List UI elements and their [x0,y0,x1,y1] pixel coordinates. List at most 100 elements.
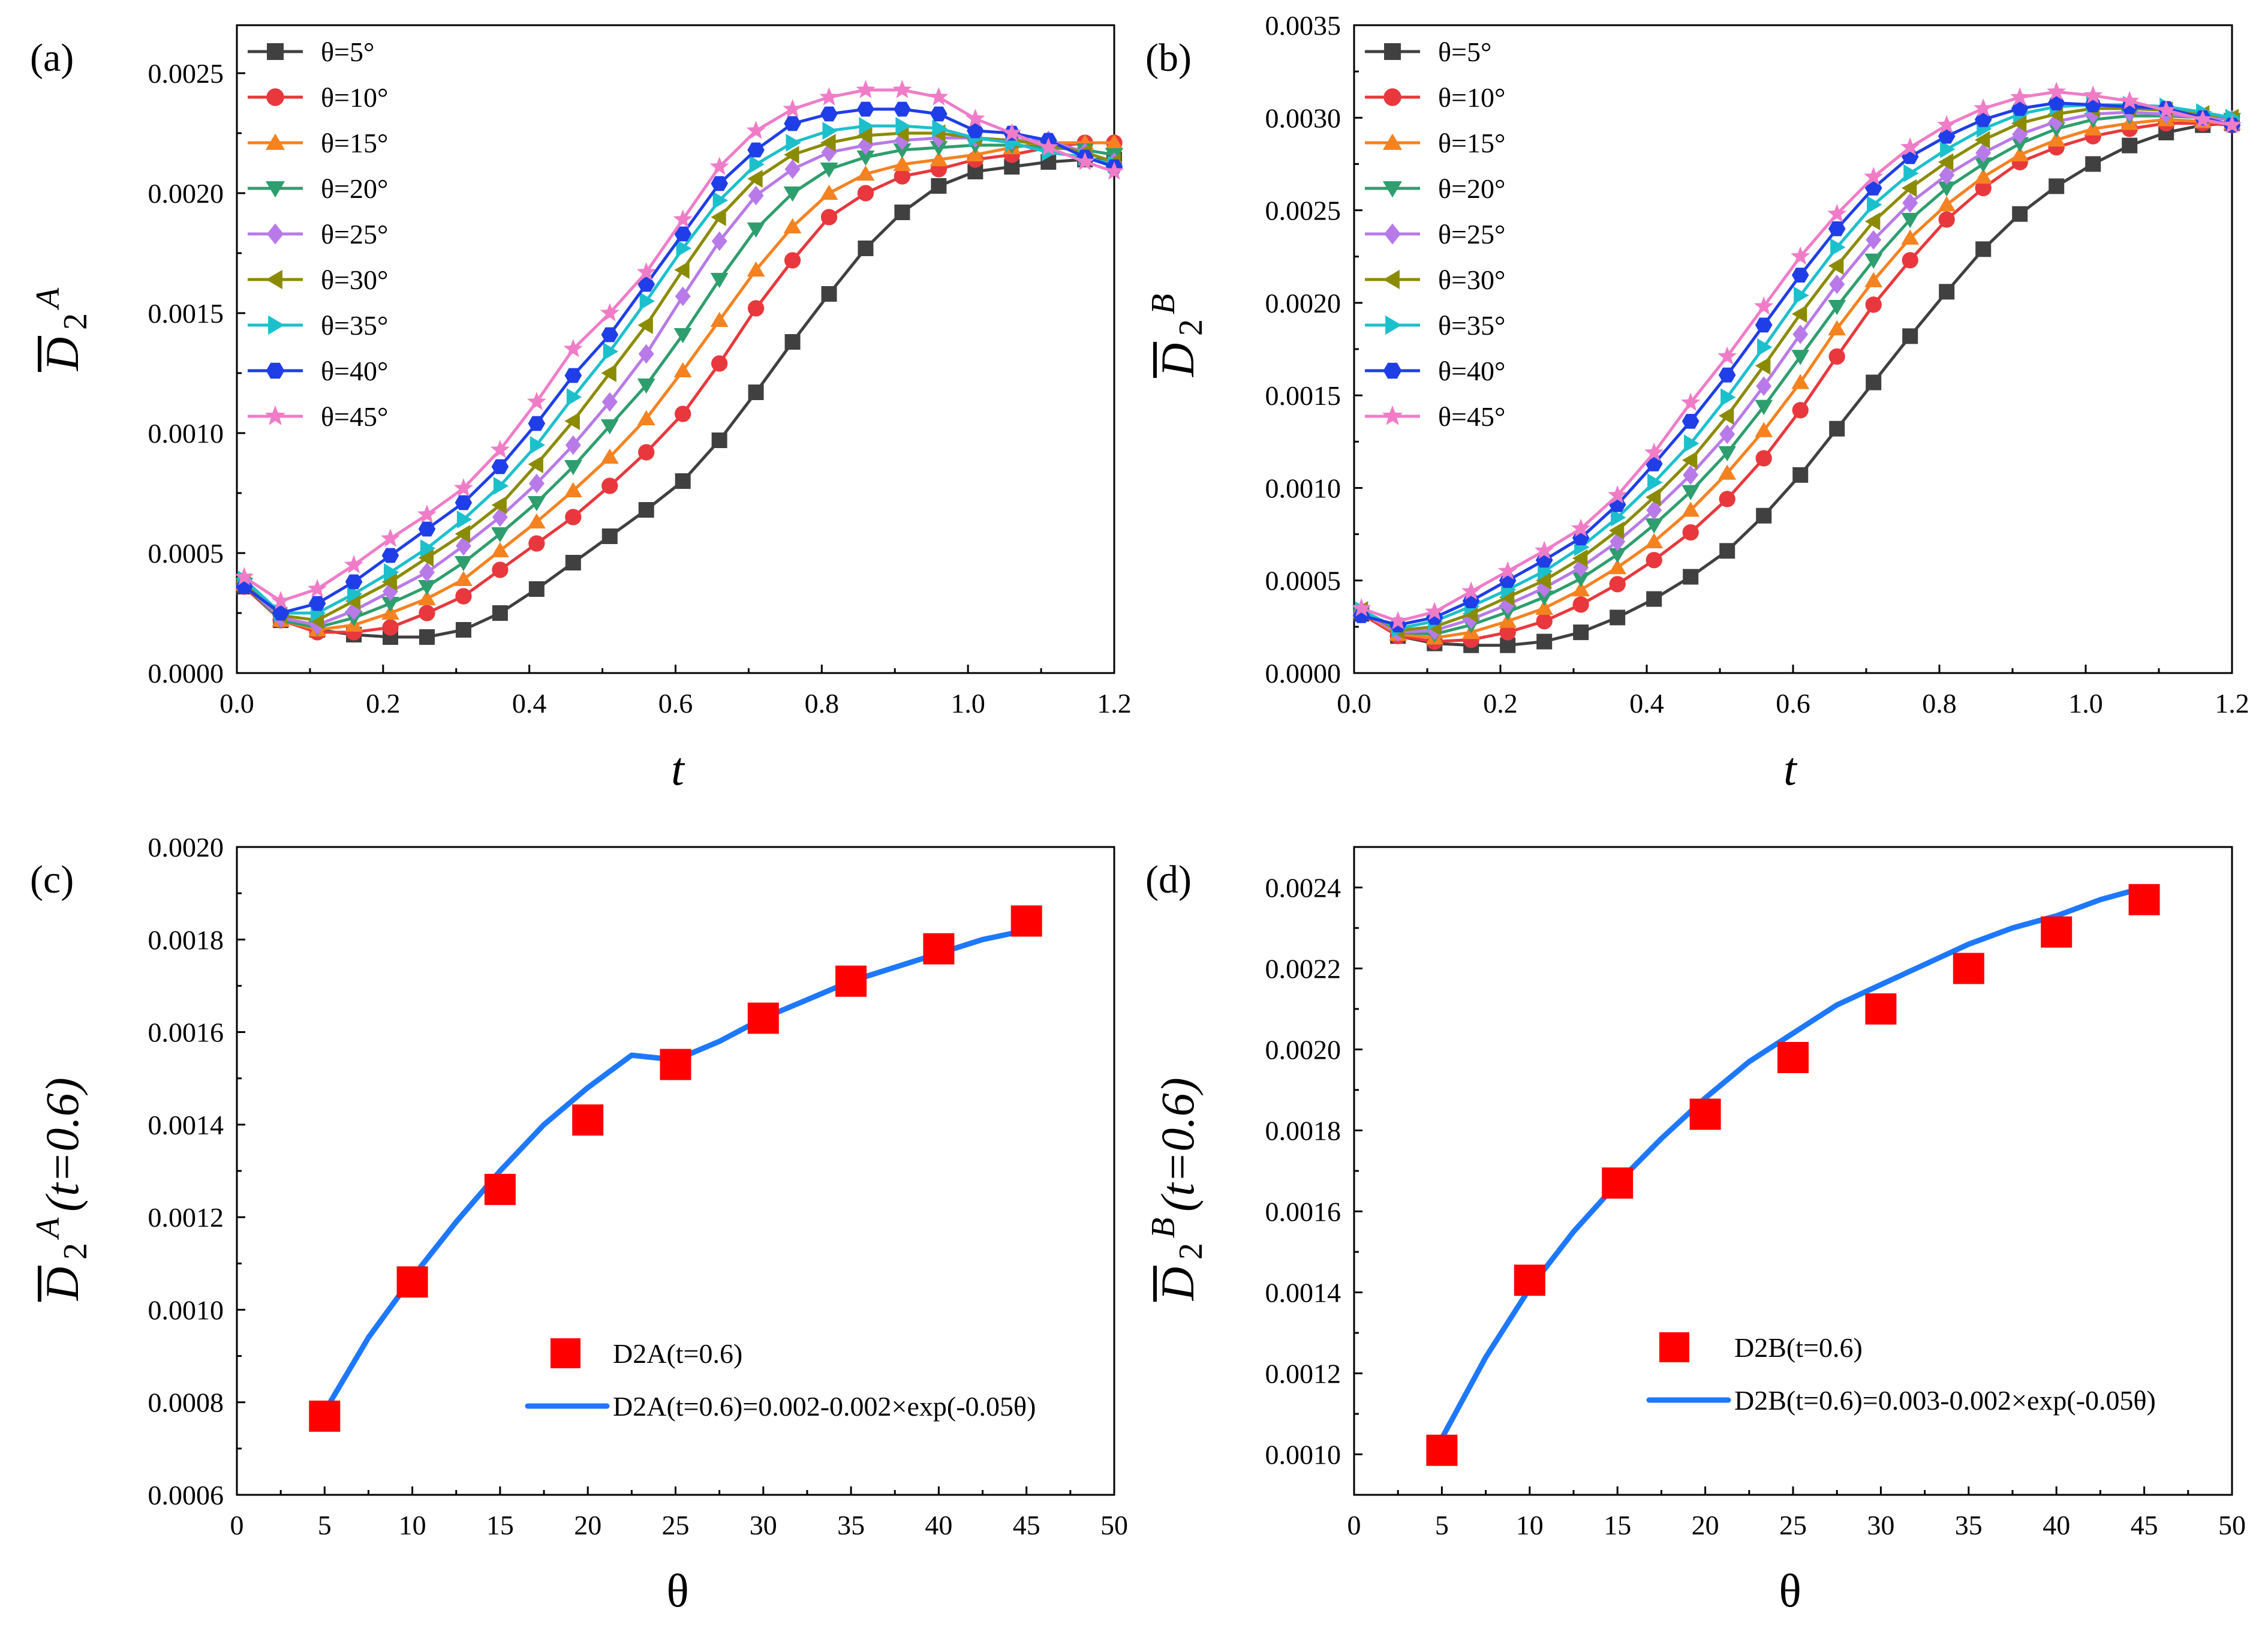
panel-d-ytick-label: 0.0014 [1265,1278,1341,1308]
panel-a-data-point [930,106,947,122]
plots-layer: 0.0 0.2 0.4 0.6 0.8 1.0 1.20.00000.00050.00100… [148,10,2249,1540]
panel-a-data-point [417,504,437,523]
panel-a-data-point [564,368,582,383]
panel-a-data-point [710,311,729,327]
panel-a-data-point [384,563,399,581]
panel-b-ylabel-sup: B [1145,294,1182,314]
panel-b-data-point [1938,153,1954,172]
panel-a-data-point [673,328,692,344]
panel-a-data-point [347,585,363,603]
panel-a-data-point [856,80,876,98]
panel-d-point-series [1426,884,2160,1466]
panel-a-xtick-label: 1.0 [950,688,985,719]
panel-b-data-point [1647,473,1663,492]
panel-a-data-point [492,561,509,578]
panel-a-data-point [966,146,985,162]
panel-c-legend-fit-label: D2A(t=0.6)=0.002-0.002×exp(-0.05θ) [613,1391,1036,1422]
panel-a-data-point [600,303,619,322]
panel-a-data-point [930,151,948,167]
panel-b-data-point [2085,156,2101,172]
panel-c-data-point [309,1400,341,1432]
panel-c-legend-points-label: D2A(t=0.6) [613,1338,742,1369]
panel-b-data-point [1352,598,1371,617]
panel-b-data-point [1901,229,1920,245]
panel-b-data-point [1571,518,1591,537]
panel-b-data-point [1864,253,1883,269]
panel-b-data-point [1608,521,1625,540]
panel-c-xtick-label: 0 [230,1510,244,1540]
panel-a-ytick-label: 0.0015 [148,298,224,329]
panel-b-data-point [1974,168,1993,184]
panel-a-legend-marker [266,362,285,379]
panel-b-data-point [1975,143,1992,163]
panel-b-data-point [1865,296,1882,313]
panel-c-xlabel: θ [666,1564,688,1617]
panel-a-data-point [931,178,947,194]
panel-d-ytick-label: 0.0016 [1265,1197,1341,1227]
panel-b-data-point [2011,101,2029,116]
panel-a-data-point [527,513,546,528]
panel-b-xtick-label: 0.8 [1922,688,1957,719]
panel-a-data-point [272,605,290,621]
panel-a-data-point [528,416,546,431]
panel-a-data-point [965,109,985,127]
panel-b-ytick-label: 0.0000 [1265,658,1341,689]
panel-b-data-point [1828,320,1846,336]
panel-a-label: (a) [30,36,74,80]
panel-a-data-point [1002,123,1022,142]
panel-c-plot: 0 5 10 15 20 25 30 35 40 45 50 0.0006 0.0008 0.0010 0.… [148,832,1129,1540]
panel-a-data-point [563,339,583,358]
panel-b-xtick-label: 1.0 [2068,688,2103,719]
panel-b-data-point [1720,388,1736,407]
panel-a-legend-marker [266,269,282,290]
panel-c-data-point [572,1104,604,1136]
panel-a-data-point [419,562,435,582]
panel-a-data-point [711,208,726,226]
panel-a-data-point [455,525,470,543]
panel-b-ytick-label: 0.0030 [1265,103,1341,133]
panel-a-legend-marker [265,181,285,198]
panel-a-data-point [784,146,799,164]
panel-b-ytick-label: 0.0020 [1265,288,1341,319]
panel-a-legend: θ=5° θ=10° θ=15° θ=20° θ=25° θ=30° θ=35° θ=40° θ… [248,37,388,432]
panel-a-data-point [711,355,728,372]
panel-a-data-point [1105,134,1123,150]
panel-a-xtick-label: 0.8 [805,688,840,719]
panel-c-ytick-label: 0.0018 [148,924,224,955]
panel-a-data-point [600,448,619,464]
panel-d-legend-fit-label: D2B(t=0.6)=0.003-0.002×exp(-0.05θ) [1734,1385,2156,1416]
panel-b-data-point [1791,374,1810,389]
panel-a-ytick-label: 0.0000 [148,658,224,689]
panel-b-series-1 [1353,115,2240,653]
panel-a-data-point [381,604,399,620]
panel-b-legend-label: θ=15° [1438,128,1505,158]
panel-b-data-point [1903,164,1919,182]
panel-a-data-point [859,117,874,135]
panel-c-xtick-label: 15 [486,1510,514,1540]
panel-a-data-point [344,555,364,573]
panel-a-data-point [676,239,691,257]
panel-a-data-point [490,440,510,458]
panel-b-data-point [2156,100,2176,119]
panel-a-data-point [856,165,875,181]
panel-b-data-point [1611,508,1626,527]
panel-b-data-point [1900,137,1920,156]
panel-a-data-point [601,364,616,382]
panel-c-data-point [1010,905,1042,937]
panel-a-data-point [675,406,691,422]
panel-a-data-point [564,412,580,430]
panel-b-data-point [2049,112,2065,131]
panel-b-ytick-label: 0.0010 [1265,473,1341,503]
panel-d-legend-points-label: D2B(t=0.6) [1734,1332,1863,1363]
panel-b-legend-marker [1382,133,1403,150]
panel-b-data-point [1938,181,1956,197]
panel-a-data-point [565,509,582,525]
panel-a-data-point [601,392,618,412]
panel-c-xtick-label: 5 [318,1510,332,1540]
panel-a-data-point [528,535,545,552]
panel-d-xlabel: θ [1779,1564,1801,1617]
panel-a-data-point [857,101,874,117]
panel-a-data-point [381,573,398,591]
panel-a-data-point [637,277,655,292]
